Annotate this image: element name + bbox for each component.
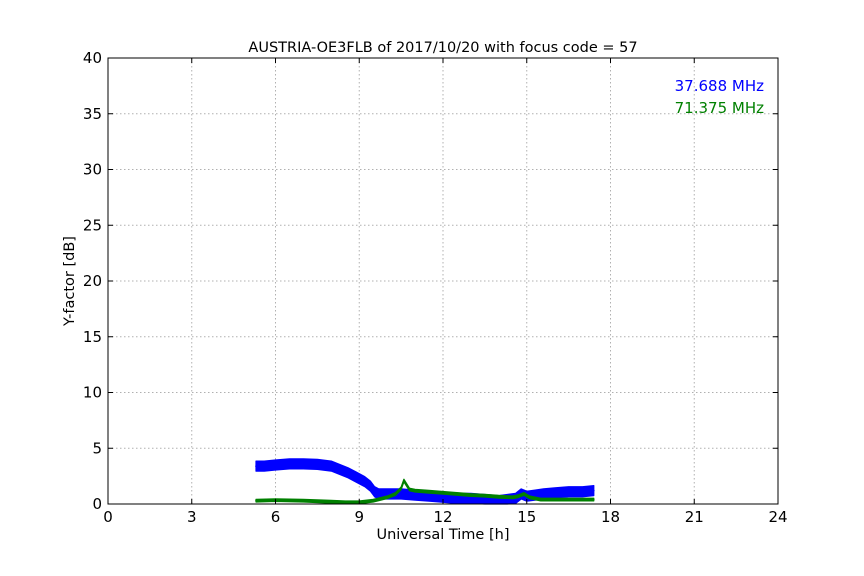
data-point xyxy=(255,465,257,467)
data-point xyxy=(373,490,376,493)
data-point xyxy=(403,479,405,482)
data-point xyxy=(581,498,584,501)
data-point xyxy=(364,480,366,483)
data-point xyxy=(302,499,305,502)
y-tick-label: 40 xyxy=(83,49,102,67)
data-point xyxy=(330,501,333,503)
x-tick-label: 9 xyxy=(354,508,364,526)
data-point xyxy=(581,490,584,493)
data-point xyxy=(330,465,333,467)
data-point xyxy=(593,498,595,501)
data-point xyxy=(553,492,556,494)
x-tick-label: 18 xyxy=(601,508,620,526)
data-point xyxy=(414,489,416,492)
data-point xyxy=(394,493,397,495)
data-point xyxy=(470,497,472,500)
y-axis-label: Y-factor [dB] xyxy=(62,236,78,327)
x-tick-label: 6 xyxy=(271,508,281,526)
data-point xyxy=(344,501,347,504)
y-tick-label: 25 xyxy=(83,216,102,234)
data-point xyxy=(484,498,486,501)
x-tick-label: 15 xyxy=(517,508,536,526)
data-point xyxy=(288,463,291,465)
data-point xyxy=(567,498,570,501)
data-point xyxy=(369,485,372,488)
data-point xyxy=(534,494,536,496)
axis-ticks: 0 3 6 9 12 15 18 21 24 0 5 10 15 20 25 30 35 40 xyxy=(83,49,788,526)
chart-title: AUSTRIA-OE3FLB of 2017/10/20 with focus … xyxy=(248,40,637,56)
series-0 xyxy=(255,458,595,505)
x-axis-label: Universal Time [h] xyxy=(377,527,510,543)
data-point xyxy=(274,464,277,466)
series-1 xyxy=(255,478,595,505)
y-tick-label: 15 xyxy=(83,328,102,346)
data-point xyxy=(593,489,595,492)
legend: 37.688 MHz 71.375 MHz xyxy=(675,77,764,117)
data-point xyxy=(408,488,411,491)
x-tick-label: 3 xyxy=(187,508,197,526)
data-point xyxy=(456,493,458,495)
series-line xyxy=(255,478,594,504)
y-tick-label: 30 xyxy=(83,161,102,179)
data-point xyxy=(386,493,389,495)
data-point xyxy=(442,492,444,494)
data-point xyxy=(263,465,266,467)
y-tick-label: 10 xyxy=(83,384,102,402)
data-point xyxy=(498,499,500,502)
data-point xyxy=(470,494,472,496)
data-point xyxy=(316,463,319,466)
y-tick-label: 5 xyxy=(92,439,102,457)
data-point xyxy=(428,495,430,498)
data-point xyxy=(400,493,402,495)
plot-series xyxy=(255,458,595,505)
data-point xyxy=(255,499,257,502)
y-tick-label: 0 xyxy=(92,495,102,513)
data-point xyxy=(539,498,542,501)
x-tick-label: 12 xyxy=(433,508,452,526)
data-point xyxy=(456,497,458,500)
legend-entry: 37.688 MHz xyxy=(675,77,764,95)
data-point xyxy=(372,499,375,502)
data-point xyxy=(517,495,520,498)
data-point xyxy=(484,494,486,497)
y-tick-label: 35 xyxy=(83,105,102,123)
data-point xyxy=(542,493,545,495)
data-point xyxy=(528,496,531,499)
data-point xyxy=(512,496,514,499)
data-point xyxy=(428,490,430,493)
x-tick-label: 24 xyxy=(768,508,787,526)
data-point xyxy=(302,463,305,465)
data-point xyxy=(414,494,416,496)
data-point xyxy=(338,468,341,471)
data-point xyxy=(567,490,570,493)
y-tick-label: 20 xyxy=(83,272,102,290)
data-point xyxy=(355,476,358,479)
x-tick-label: 0 xyxy=(103,508,113,526)
data-point xyxy=(442,496,444,499)
data-point xyxy=(506,498,509,501)
series-band xyxy=(255,458,595,505)
data-point xyxy=(498,496,500,498)
data-point xyxy=(347,472,349,474)
data-point xyxy=(523,493,525,495)
x-tick-label: 21 xyxy=(685,508,704,526)
data-point xyxy=(386,496,389,499)
data-point xyxy=(553,498,556,501)
data-point xyxy=(400,487,402,490)
grid xyxy=(107,57,779,505)
legend-entry: 71.375 MHz xyxy=(675,99,764,117)
data-point xyxy=(378,493,380,495)
